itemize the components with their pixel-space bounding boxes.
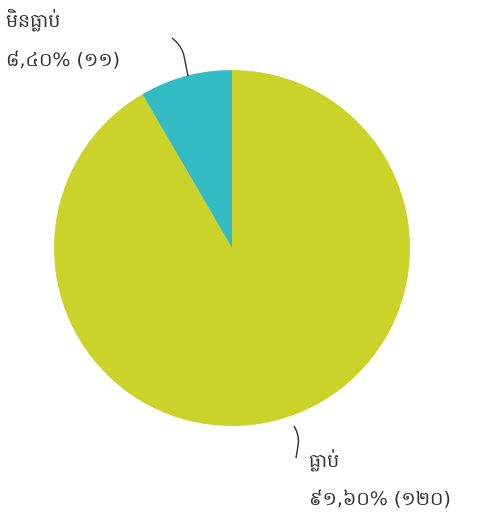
leader-line-yes bbox=[293, 425, 300, 459]
pie-slice-yes bbox=[54, 70, 410, 426]
slice-label-not-yet-name: មិនធ្លាប់ bbox=[6, 8, 60, 32]
slice-label-not-yet-value: ៨,៤០% (១១) bbox=[6, 49, 120, 71]
slice-label-yes-name: ធ្លាប់ bbox=[309, 448, 339, 472]
pie-slice-not-yet bbox=[142, 70, 232, 248]
slice-label-yes-value: ៩១,៦០% (១២០) bbox=[309, 488, 451, 510]
pie-slices bbox=[54, 70, 410, 426]
leader-line-not-yet bbox=[171, 37, 189, 77]
